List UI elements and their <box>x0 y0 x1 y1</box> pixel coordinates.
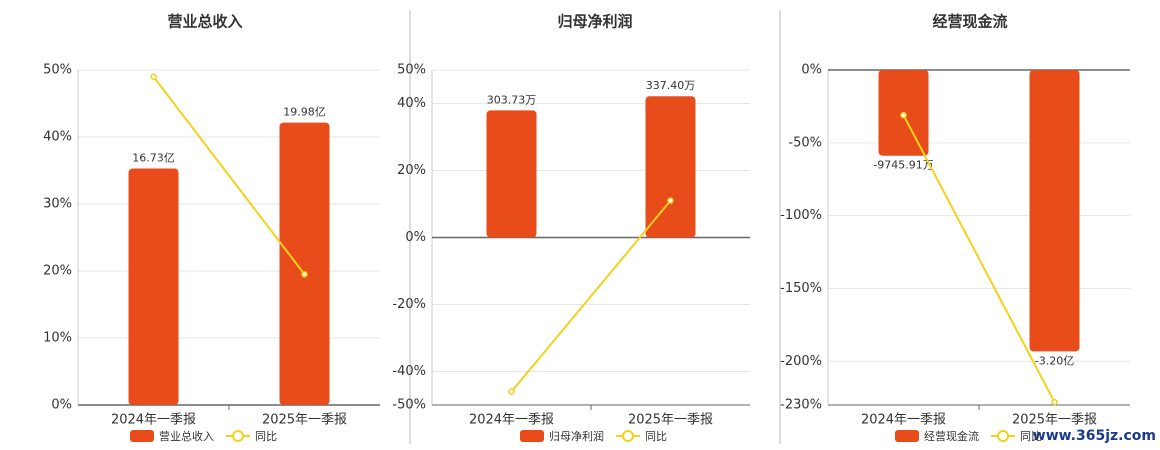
x-tick-label: 2025年一季报 <box>628 413 713 428</box>
y-tick-label: 20% <box>43 264 72 279</box>
y-tick-label: -40% <box>392 364 426 379</box>
bar <box>645 96 696 238</box>
x-tick-label: 2024年一季报 <box>469 413 554 428</box>
line <box>902 114 1056 403</box>
legend-label: 同比 <box>1020 430 1042 443</box>
y-tick-label: -230% <box>780 398 822 413</box>
line-point <box>900 111 907 119</box>
y-tick-label: 10% <box>43 331 72 346</box>
x-tick-label: 2025年一季报 <box>262 413 347 428</box>
legend-label: 经营现金流 <box>924 429 979 443</box>
x-tick-label: 2024年一季报 <box>111 413 196 428</box>
data-label: -9745.91万 <box>873 159 933 172</box>
data-label: 337.40万 <box>646 79 696 92</box>
data-label: 303.73万 <box>487 93 537 106</box>
legend-label: 同比 <box>255 430 277 443</box>
line <box>152 76 306 275</box>
bar <box>486 110 537 238</box>
y-tick-label: 0% <box>801 63 822 78</box>
y-tick-label: 30% <box>43 197 72 212</box>
x-tick-label: 2024年一季报 <box>861 413 946 428</box>
y-tick-label: -50% <box>392 398 426 413</box>
bar <box>128 168 179 405</box>
legend-swatch <box>895 430 919 442</box>
y-tick-label: 50% <box>397 63 426 78</box>
data-label: 19.98亿 <box>283 106 326 119</box>
legend-swatch <box>520 430 544 442</box>
line-point <box>301 271 308 278</box>
legend-label: 营业总收入 <box>159 429 214 443</box>
y-tick-label: -20% <box>392 297 426 312</box>
line-point <box>667 197 674 204</box>
bar <box>1029 70 1080 352</box>
y-tick-label: -200% <box>780 354 822 369</box>
y-tick-label: 40% <box>43 130 72 145</box>
y-tick-label: 0% <box>405 230 426 245</box>
legend-swatch <box>997 430 1009 442</box>
y-tick-label: 40% <box>397 96 426 111</box>
watermark: www.365jz.com <box>1033 428 1156 444</box>
line-point <box>1051 398 1058 406</box>
y-tick-label: -150% <box>780 281 822 296</box>
legend-swatch <box>622 430 634 442</box>
legend-swatch <box>130 430 154 442</box>
bar <box>279 122 330 405</box>
line-point <box>508 388 515 395</box>
y-tick-label: -50% <box>788 135 822 150</box>
data-label: -3.20亿 <box>1035 354 1074 367</box>
chart-title: 经营现金流 <box>932 13 1007 31</box>
y-tick-label: 50% <box>43 63 72 78</box>
chart-title: 归母净利润 <box>557 13 632 31</box>
legend-label: 同比 <box>645 430 667 443</box>
data-label: 16.73亿 <box>132 152 175 165</box>
chart-title: 营业总收入 <box>167 13 242 31</box>
x-tick-label: 2025年一季报 <box>1012 413 1097 428</box>
y-tick-label: 20% <box>397 163 426 178</box>
y-tick-label: 0% <box>51 398 72 413</box>
legend-swatch <box>232 430 244 442</box>
line-point <box>150 73 157 80</box>
legend-label: 归母净利润 <box>549 429 604 443</box>
line <box>510 200 672 393</box>
y-tick-label: -100% <box>780 208 822 223</box>
